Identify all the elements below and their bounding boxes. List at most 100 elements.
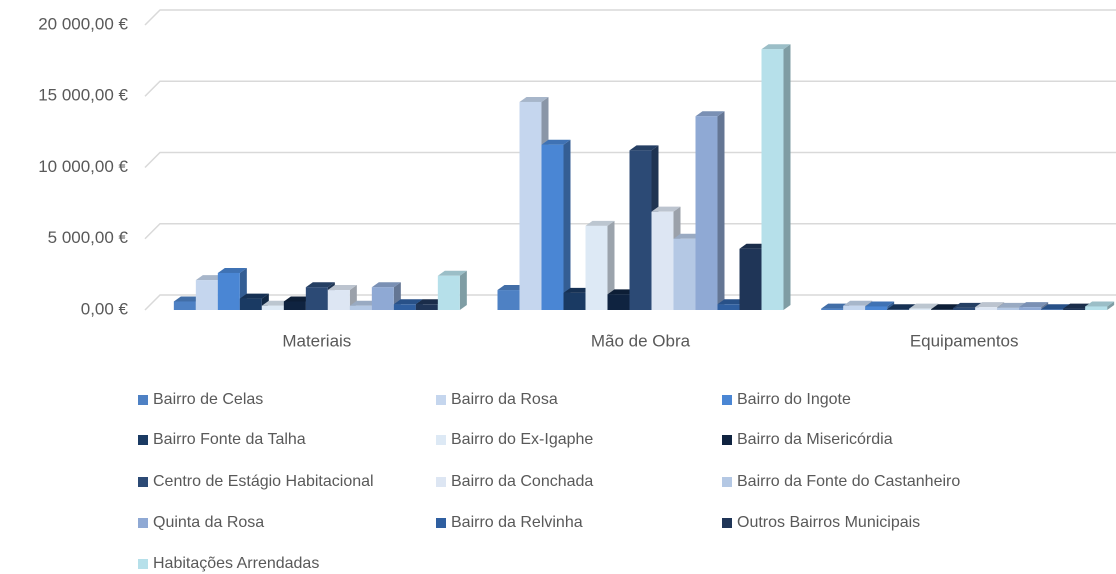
bar-top xyxy=(1041,304,1071,310)
legend-label: Bairro de Celas xyxy=(153,391,263,408)
bar-top xyxy=(261,300,291,306)
bar xyxy=(865,306,888,310)
bar-top xyxy=(607,289,637,295)
bar-top xyxy=(563,287,593,293)
bar xyxy=(821,308,844,310)
legend-label: Bairro do Ingote xyxy=(737,391,851,408)
bar xyxy=(305,287,328,310)
bar xyxy=(173,301,196,310)
bar-top xyxy=(717,299,747,305)
bar-side xyxy=(607,220,615,310)
bar xyxy=(349,305,372,310)
bar-group xyxy=(585,220,615,310)
legend-swatch xyxy=(436,435,446,445)
bar-top xyxy=(327,285,357,291)
bar-group xyxy=(695,111,725,310)
grid-line xyxy=(144,9,1116,26)
bar xyxy=(695,116,718,310)
y-tick-label: 20 000,00 € xyxy=(38,14,128,33)
legend-swatch xyxy=(436,518,446,528)
bar xyxy=(887,309,910,310)
bar-side xyxy=(563,139,571,310)
bar xyxy=(415,304,438,310)
bar xyxy=(651,211,674,310)
bar-top xyxy=(217,267,247,273)
bar xyxy=(217,272,240,310)
legend-swatch xyxy=(138,518,148,528)
legend-label: Habitações Arrendadas xyxy=(153,555,319,572)
bar xyxy=(393,304,416,310)
x-tick-label: Mão de Obra xyxy=(591,331,691,350)
bar xyxy=(1019,307,1042,310)
bar xyxy=(239,298,262,310)
grid-line xyxy=(144,294,1116,311)
legend-label: Bairro Fonte da Talha xyxy=(153,431,306,448)
x-tick-label: Materiais xyxy=(282,331,351,350)
y-tick-label: 0,00 € xyxy=(81,299,129,318)
bar xyxy=(607,294,630,310)
grid-line xyxy=(144,151,1116,169)
bar-top xyxy=(843,300,873,306)
bar xyxy=(909,308,932,310)
bar-side xyxy=(887,301,895,310)
legend-label: Bairro da Relvinha xyxy=(451,514,583,531)
legend-label: Bairro da Fonte do Castanheiro xyxy=(737,473,960,490)
bar xyxy=(563,292,586,310)
bar-top xyxy=(195,275,225,281)
bar-top xyxy=(437,270,467,276)
bar xyxy=(629,150,652,310)
bar-top xyxy=(1085,301,1115,307)
bar-top xyxy=(239,293,269,299)
bar-side xyxy=(717,111,725,310)
bar-top xyxy=(371,282,401,288)
bar xyxy=(195,280,218,310)
bar-top xyxy=(997,302,1027,308)
legend-swatch xyxy=(138,395,148,405)
bar-top xyxy=(931,304,961,310)
bar-top xyxy=(953,302,983,308)
bar-top xyxy=(497,285,527,291)
bar-top xyxy=(739,243,769,249)
bar-top xyxy=(519,96,549,102)
bar xyxy=(931,309,954,310)
bar xyxy=(673,238,696,310)
bar-top xyxy=(629,145,659,151)
bar xyxy=(497,290,520,310)
bar xyxy=(283,301,306,310)
x-tick-label: Equipamentos xyxy=(910,331,1019,350)
bar xyxy=(1085,306,1108,310)
bar-top xyxy=(585,220,615,226)
bar xyxy=(371,287,394,310)
bar-top xyxy=(349,300,379,306)
grid-line xyxy=(144,80,1116,97)
legend-label: Centro de Estágio Habitacional xyxy=(153,473,374,490)
bar xyxy=(997,307,1020,310)
legend-label: Bairro da Misericórdia xyxy=(737,431,893,448)
bar-top xyxy=(887,304,917,310)
bar-top xyxy=(393,299,423,305)
bar xyxy=(843,305,866,310)
bar xyxy=(541,144,564,310)
legend-swatch xyxy=(436,395,446,405)
bar-side xyxy=(459,270,467,310)
legend-swatch xyxy=(436,477,446,487)
bar-top xyxy=(909,303,939,309)
bar-side xyxy=(783,44,791,310)
bar xyxy=(1041,309,1064,310)
bar-top xyxy=(865,301,895,307)
legend-label: Bairro do Ex-Igaphe xyxy=(451,431,593,448)
bar-group xyxy=(865,301,895,310)
bar xyxy=(739,248,762,310)
bar-top xyxy=(695,111,725,117)
legend-swatch xyxy=(138,559,148,569)
bar xyxy=(437,275,460,310)
legend-label: Outros Bairros Municipais xyxy=(737,514,920,531)
legend-swatch xyxy=(722,477,732,487)
y-tick-label: 15 000,00 € xyxy=(38,86,128,105)
bar-group xyxy=(1085,301,1115,310)
bar xyxy=(327,290,350,310)
y-tick-label: 10 000,00 € xyxy=(38,157,128,176)
bar xyxy=(261,305,284,310)
legend-swatch xyxy=(722,435,732,445)
